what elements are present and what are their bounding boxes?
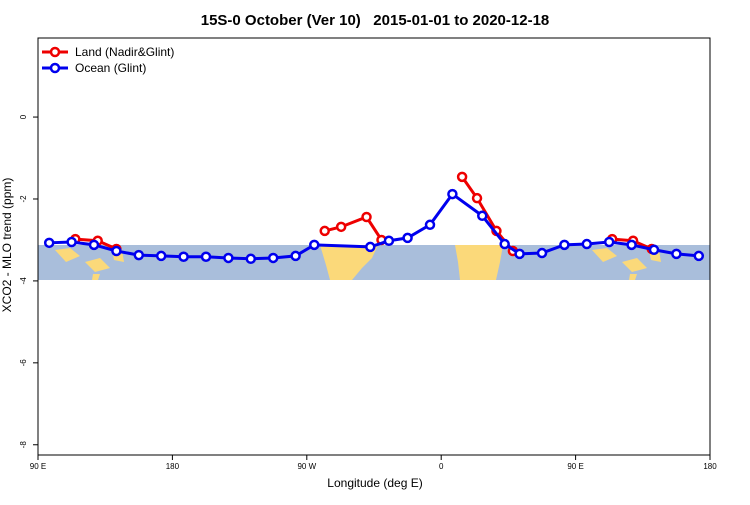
- data-point: [603, 236, 615, 248]
- data-point: [155, 250, 167, 262]
- data-point: [309, 239, 320, 251]
- data-point: [499, 238, 510, 250]
- data-point: [424, 219, 436, 231]
- data-point: [290, 250, 301, 262]
- x-tick-label: 0: [439, 462, 444, 471]
- data-point: [200, 251, 212, 262]
- y-tick-label: -2: [19, 195, 28, 203]
- data-point: [365, 241, 376, 253]
- data-point: [361, 211, 372, 223]
- y-tick-label: -6: [19, 359, 28, 367]
- data-point: [245, 253, 257, 265]
- data-point: [133, 249, 145, 261]
- data-point: [581, 238, 593, 250]
- data-point: [447, 188, 458, 200]
- data-point: [536, 247, 548, 259]
- data-point: [559, 239, 570, 251]
- data-point: [456, 171, 468, 183]
- x-tick-label: 180: [166, 462, 180, 471]
- legend-marker: [49, 62, 61, 74]
- data-point: [648, 244, 660, 256]
- data-point: [335, 221, 347, 233]
- y-axis-label: XCO2 - MLO trend (ppm): [0, 178, 14, 313]
- data-point: [514, 248, 525, 260]
- map-band: [38, 245, 710, 280]
- legend-marker: [49, 46, 61, 58]
- plot-frame: [37, 37, 711, 456]
- x-tick-label: 90 E: [30, 462, 46, 471]
- x-tick-label: 90 W: [297, 462, 316, 471]
- data-point: [626, 239, 637, 251]
- legend-label: Land (Nadir&Glint): [75, 45, 174, 59]
- chart-title: 15S-0 October (Ver 10) 2015-01-01 to 202…: [201, 12, 550, 29]
- y-tick-label: -4: [19, 277, 28, 285]
- data-point: [111, 245, 122, 257]
- data-point: [693, 250, 705, 262]
- data-point: [402, 232, 413, 244]
- data-point: [671, 248, 682, 260]
- data-point: [267, 252, 279, 264]
- legend-label: Ocean (Glint): [75, 61, 146, 75]
- x-axis-label: Longitude (deg E): [327, 476, 422, 490]
- data-point: [66, 236, 77, 248]
- data-point: [471, 192, 483, 204]
- data-point: [178, 251, 189, 262]
- data-point: [477, 210, 488, 222]
- data-point: [319, 225, 330, 237]
- x-tick-label: 180: [703, 462, 717, 471]
- data-point: [43, 237, 55, 249]
- x-tick-label: 90 E: [567, 462, 583, 471]
- y-tick-label: 0: [19, 114, 28, 119]
- data-point: [383, 235, 395, 247]
- y-tick-label: -8: [19, 441, 28, 449]
- data-point: [88, 239, 100, 251]
- data-point: [223, 252, 234, 264]
